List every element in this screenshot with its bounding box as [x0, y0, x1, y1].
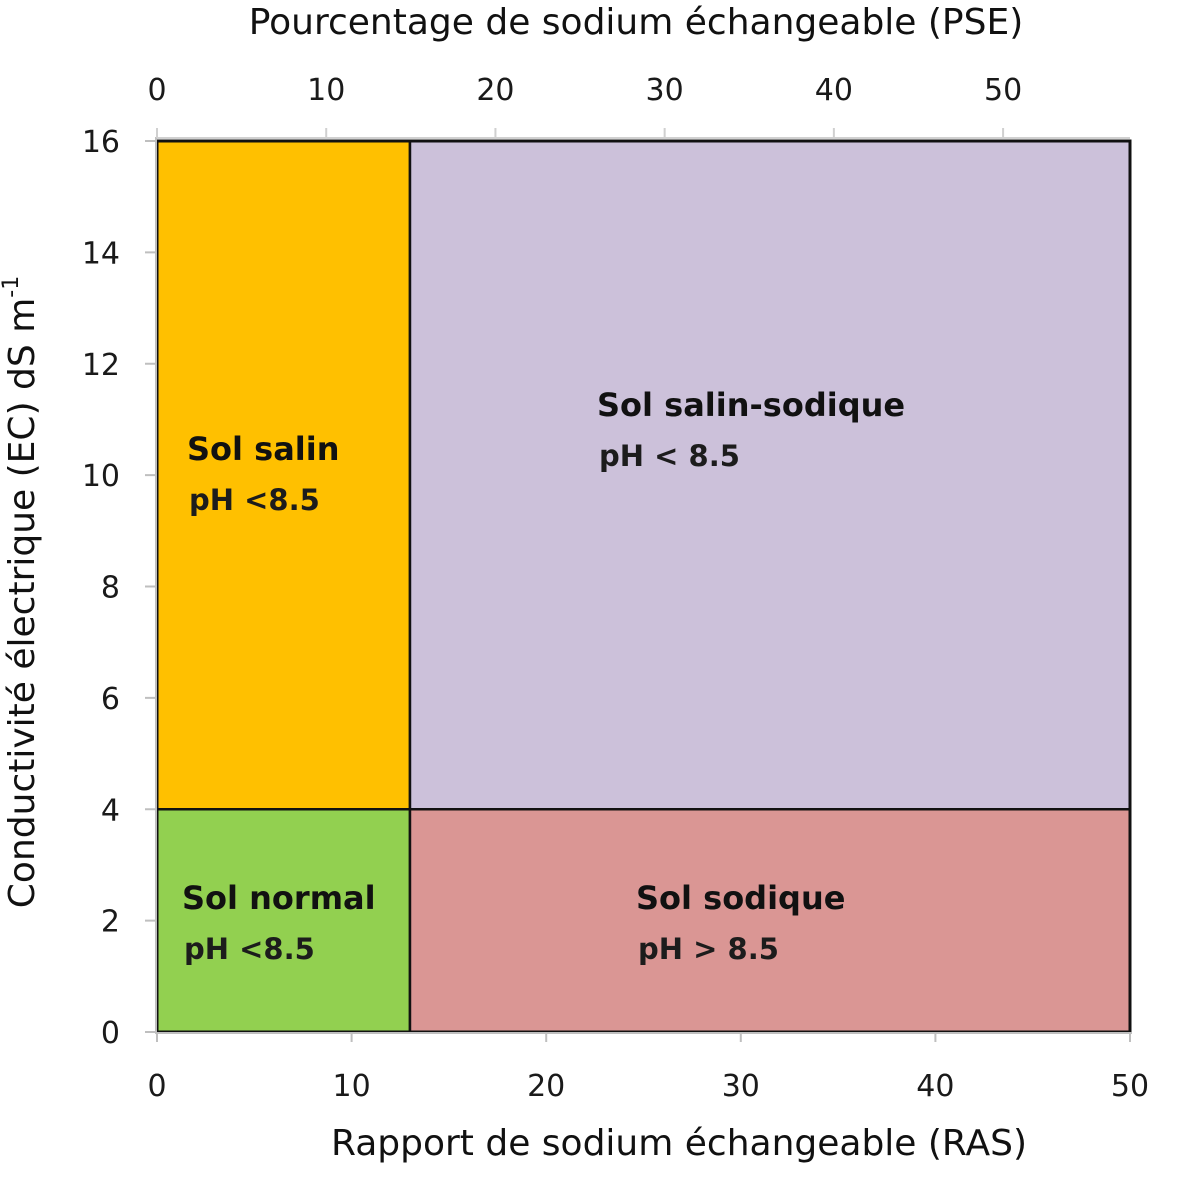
top-tick-label: 10	[307, 73, 345, 108]
x-axis-title: Rapport de sodium échangeable (RAS)	[331, 1123, 1027, 1164]
x-tick-label: 0	[147, 1069, 166, 1104]
top-tick-label: 50	[984, 73, 1022, 108]
y-axis-title-main: Conductivité électrique (EC) dS m	[2, 298, 43, 908]
top-axis-title: Pourcentage de sodium échangeable (PSE)	[249, 2, 1024, 43]
y-tick-label: 12	[82, 348, 120, 383]
region-sol-salin-sodique	[408, 139, 1132, 811]
x-tick-label: 30	[722, 1069, 760, 1104]
y-axis-title-superscript: -1	[0, 276, 24, 298]
region-label-sol-salin-sodique: Sol salin-sodique	[597, 386, 905, 424]
y-tick-label: 2	[101, 905, 120, 940]
region-label-sol-normal: Sol normal	[182, 879, 376, 917]
top-tick-label: 0	[147, 73, 166, 108]
region-sol-sodique	[408, 808, 1132, 1034]
region-ph-sol-sodique: pH > 8.5	[638, 932, 779, 966]
y-tick-label: 4	[101, 793, 120, 828]
y-tick-label: 6	[101, 682, 120, 717]
region-sol-normal	[155, 808, 412, 1034]
top-tick-label: 20	[476, 73, 514, 108]
y-axis-ticks: 0 2 4 6 8 10 12 14 16	[82, 125, 157, 1051]
x-tick-label: 40	[916, 1069, 954, 1104]
top-axis-ticks: 0 10 20 30 40 50	[147, 73, 1022, 138]
region-ph-sol-salin: pH <8.5	[189, 483, 320, 517]
x-tick-label: 10	[333, 1069, 371, 1104]
region-labels-layer: Sol salin pH <8.5 Sol salin-sodique pH < 8.…	[182, 386, 905, 966]
y-tick-label: 10	[82, 459, 120, 494]
y-tick-label: 8	[101, 571, 120, 606]
region-sol-salin	[155, 139, 412, 811]
y-tick-label: 16	[82, 125, 120, 160]
region-label-sol-sodique: Sol sodique	[636, 879, 845, 917]
region-ph-sol-normal: pH <8.5	[184, 932, 315, 966]
regions-layer	[155, 139, 1132, 1034]
region-ph-sol-salin-sodique: pH < 8.5	[599, 439, 740, 473]
x-tick-label: 50	[1111, 1069, 1149, 1104]
x-tick-label: 20	[527, 1069, 565, 1104]
y-tick-label: 0	[101, 1016, 120, 1051]
top-tick-label: 40	[815, 73, 853, 108]
region-label-sol-salin: Sol salin	[187, 430, 340, 468]
x-axis-ticks: 0 10 20 30 40 50	[147, 1032, 1149, 1104]
y-tick-label: 14	[82, 236, 120, 271]
top-tick-label: 30	[646, 73, 684, 108]
y-axis-title: Conductivité électrique (EC) dS m-1	[0, 276, 43, 908]
